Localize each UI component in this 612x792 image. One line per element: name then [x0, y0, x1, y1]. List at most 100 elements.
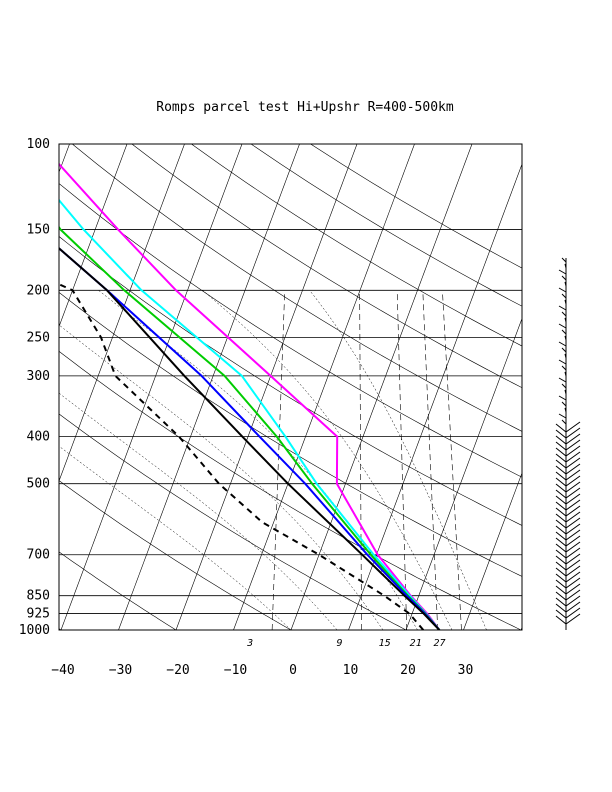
wind-barb [555, 439, 581, 451]
pressure-tick-label: 300 [27, 369, 50, 384]
mixing-ratio-line [396, 290, 408, 630]
wind-barb [555, 601, 581, 613]
wind-barb [555, 529, 581, 541]
pressure-tick-label: 925 [27, 607, 50, 622]
wind-barb [564, 281, 567, 287]
pressure-tick-label: 850 [27, 589, 50, 604]
moist-adiabat [202, 290, 453, 630]
wind-barb [558, 269, 567, 275]
wind-barb [561, 401, 567, 407]
wind-barb [561, 419, 567, 425]
wind-barb [558, 305, 567, 311]
wind-barb [555, 427, 581, 439]
dry-adiabat [59, 350, 522, 630]
mixing-ratio-labels: 3 9 15 21 27 [246, 638, 445, 649]
wind-barb [555, 583, 581, 595]
wind-barb [555, 433, 581, 445]
dry-adiabat [59, 551, 177, 630]
wind-barb [555, 499, 581, 511]
pressure-tick-label: 700 [27, 548, 50, 563]
isotherm [405, 317, 522, 630]
mixing-ratio-line [442, 290, 462, 630]
temperature-tick-label: −30 [109, 663, 132, 678]
wind-barb [561, 365, 567, 371]
pressure-tick-label: 500 [27, 477, 50, 492]
isotherm [118, 144, 300, 630]
mixing-ratio-line [422, 290, 439, 630]
temperature-tick-label: 30 [458, 663, 474, 678]
dry-adiabat [131, 144, 522, 389]
wind-barb [555, 469, 581, 481]
wind-barb [555, 607, 581, 619]
wind-barb [555, 565, 581, 577]
wind-barb [558, 287, 567, 293]
wind-barb [561, 311, 567, 317]
dry-adiabat [191, 144, 522, 347]
isotherm [290, 144, 473, 630]
pressure-tick-label: 400 [27, 430, 50, 445]
wind-barb [564, 371, 567, 377]
wind-barb [564, 263, 567, 269]
series-layer [59, 162, 441, 630]
pressure-tick-label: 250 [27, 330, 50, 345]
wind-barb [564, 317, 567, 323]
wind-barb [555, 553, 581, 565]
moist-adiabat [59, 445, 292, 630]
pressure-tick-label: 100 [27, 137, 50, 152]
temperature-tick-label: −40 [51, 663, 74, 678]
wind-barb [555, 457, 581, 469]
wind-barb [558, 359, 567, 365]
moist-adiabat [309, 290, 487, 630]
wind-barbs [555, 257, 581, 630]
wind-barb [558, 395, 567, 401]
wind-barb [555, 613, 581, 625]
wind-barb [561, 347, 567, 353]
wind-barb [555, 475, 581, 487]
dry-adiabat [59, 413, 407, 630]
wind-barb [564, 335, 567, 341]
wind-barb [555, 511, 581, 523]
wind-barb [561, 275, 567, 281]
dry-adiabat [59, 291, 522, 577]
wind-barb [555, 595, 581, 607]
wind-barb [558, 413, 567, 419]
chart-title: Romps parcel test Hi+Upshr R=400-500km [156, 100, 454, 115]
pressure-tick-label: 1000 [19, 623, 50, 638]
temperature-tick-label: 10 [343, 663, 359, 678]
isotherm [579, 144, 612, 630]
wind-barb [555, 493, 581, 505]
wind-barb [555, 541, 581, 553]
mixing-ratio-label: 3 [246, 638, 253, 649]
wind-barb [564, 389, 567, 395]
temperature-axis: −40 −30 −20 −10 0 10 20 30 [51, 663, 473, 678]
wind-barb [561, 293, 567, 299]
mixing-ratio-line [359, 290, 362, 630]
wind-barb [555, 487, 581, 499]
wind-barb [555, 421, 581, 433]
isotherm [60, 144, 243, 630]
dry-adiabat [59, 183, 522, 478]
grid-layer [59, 144, 612, 630]
temperature-profile-5 [59, 246, 441, 630]
mixing-ratio-label: 27 [433, 638, 445, 649]
wind-barb [561, 329, 567, 335]
mixing-ratio-label: 21 [410, 638, 422, 649]
wind-barb [555, 547, 581, 559]
mixing-ratio-line [271, 290, 286, 630]
mixing-ratio-label: 15 [379, 638, 391, 649]
wind-barb [555, 535, 581, 547]
moist-adiabat [98, 290, 418, 630]
wind-barb [555, 517, 581, 529]
wind-barb [564, 299, 567, 305]
wind-barb [555, 481, 581, 493]
isotherm [175, 144, 358, 630]
wind-barb [555, 451, 581, 463]
wind-barb [555, 523, 581, 535]
temperature-tick-label: 0 [289, 663, 297, 678]
temperature-profile-2 [59, 198, 441, 630]
dry-adiabat [72, 144, 522, 432]
isotherm [463, 472, 522, 630]
wind-barb [558, 341, 567, 347]
isotherm [348, 163, 522, 630]
